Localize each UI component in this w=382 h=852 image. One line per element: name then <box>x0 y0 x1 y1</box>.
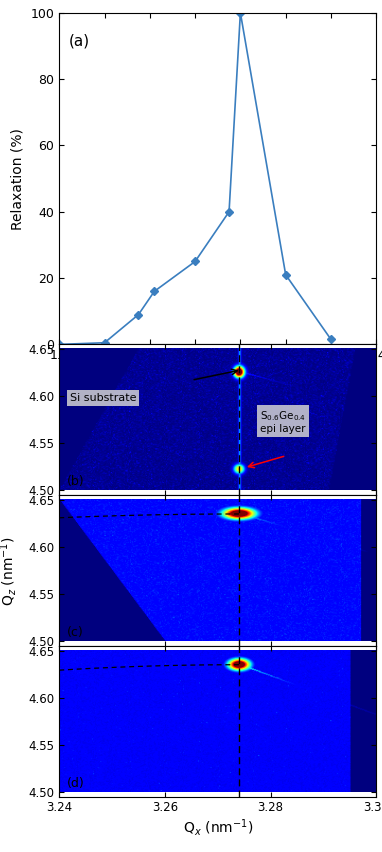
X-axis label: Energy density (J/cm²): Energy density (J/cm²) <box>141 368 295 382</box>
Text: (b): (b) <box>67 475 85 488</box>
Text: Q$_z$ (nm$^{-1}$): Q$_z$ (nm$^{-1}$) <box>0 536 19 606</box>
Text: Si substrate: Si substrate <box>70 393 136 403</box>
Text: S$_{0.6}$Ge$_{0.4}$
epi layer: S$_{0.6}$Ge$_{0.4}$ epi layer <box>260 409 306 435</box>
X-axis label: Q$_x$ (nm$^{-1}$): Q$_x$ (nm$^{-1}$) <box>183 817 253 838</box>
Text: (c): (c) <box>67 626 84 639</box>
Y-axis label: Relaxation (%): Relaxation (%) <box>11 128 25 229</box>
Text: (d): (d) <box>67 776 85 790</box>
Text: (a): (a) <box>68 34 89 49</box>
